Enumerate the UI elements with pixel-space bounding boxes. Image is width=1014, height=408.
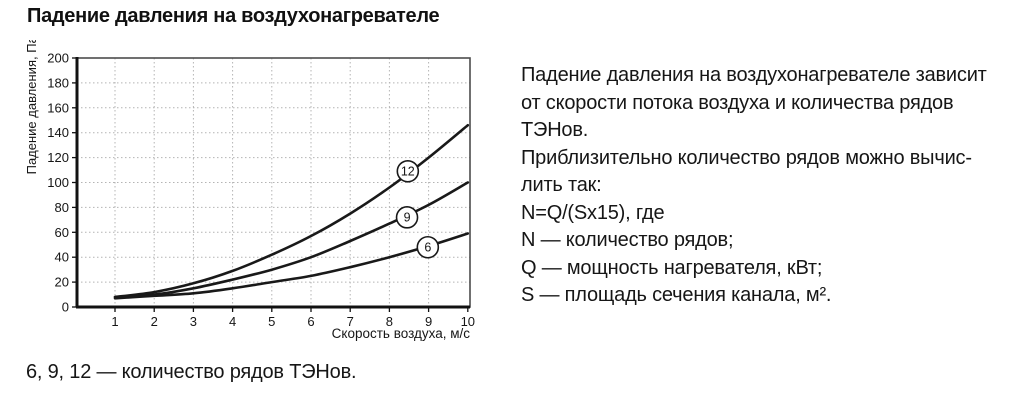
curve-6 bbox=[113, 232, 470, 300]
page-title: Падение давления на воздухонагревателе bbox=[27, 5, 440, 27]
y-tick-label: 0 bbox=[62, 300, 69, 315]
curve-label-circle-6 bbox=[416, 235, 440, 259]
x-tick-label: 1 bbox=[111, 314, 118, 329]
x-tick-label: 2 bbox=[151, 314, 158, 329]
curve-label-text-12: 12 bbox=[401, 165, 415, 179]
x-tick-label: 7 bbox=[347, 314, 354, 329]
y-tick-label: 200 bbox=[47, 51, 69, 66]
description-line: S — площадь сечения канала, м². bbox=[521, 284, 832, 306]
x-tick-label: 10 bbox=[461, 314, 475, 329]
description-line: N=Q/(Sx15), где bbox=[521, 201, 665, 224]
y-tick-label: 40 bbox=[55, 250, 69, 265]
y-tick-label: 180 bbox=[47, 75, 69, 90]
description-line: от скорости потока воздуха и количества … bbox=[521, 91, 954, 114]
description-line: Q — мощность нагревателя, кВт; bbox=[521, 256, 823, 279]
curve-label-text-6: 6 bbox=[424, 241, 431, 255]
description-block: Падение давления на воздухонагревателе з… bbox=[521, 62, 1007, 310]
y-tick-label: 160 bbox=[47, 100, 69, 115]
description-line: ТЭНов. bbox=[521, 119, 589, 141]
y-axis-title: Падение давления, Па bbox=[24, 40, 39, 174]
y-tick-label: 60 bbox=[55, 225, 69, 240]
x-tick-label: 9 bbox=[425, 314, 432, 329]
figure-caption: 6, 9, 12 — количество рядов ТЭНов. bbox=[26, 361, 357, 383]
x-tick-label: 4 bbox=[229, 314, 236, 329]
x-tick-label: 5 bbox=[268, 314, 275, 329]
description-line: Падение давления на воздухонагревателе з… bbox=[521, 64, 987, 86]
y-tick-label: 80 bbox=[55, 200, 69, 215]
x-tick-label: 8 bbox=[386, 314, 393, 329]
pressure-drop-chart: 0 20 40 60 80 100 120 140 160 180 200 1 2 3 4 5 6 7 8 9 10 12… bbox=[0, 35, 500, 385]
y-tick-label: 120 bbox=[47, 150, 69, 165]
x-tick-label: 6 bbox=[307, 314, 314, 329]
curve-label-circle-12 bbox=[396, 159, 420, 183]
description-line: N — количество рядов; bbox=[521, 229, 734, 251]
x-tick-label: 3 bbox=[190, 314, 197, 329]
y-tick-label: 140 bbox=[47, 125, 69, 140]
curve-label-circle-9 bbox=[395, 206, 419, 229]
curve-label-text-9: 9 bbox=[404, 211, 411, 225]
description-line: лить так: bbox=[521, 174, 602, 196]
y-tick-label: 100 bbox=[47, 175, 69, 190]
x-axis-title: Скорость воздуха, м/с bbox=[332, 326, 471, 341]
y-tick-label: 20 bbox=[55, 275, 69, 290]
description-line: Приблизительно количество рядов можно вы… bbox=[521, 146, 972, 169]
